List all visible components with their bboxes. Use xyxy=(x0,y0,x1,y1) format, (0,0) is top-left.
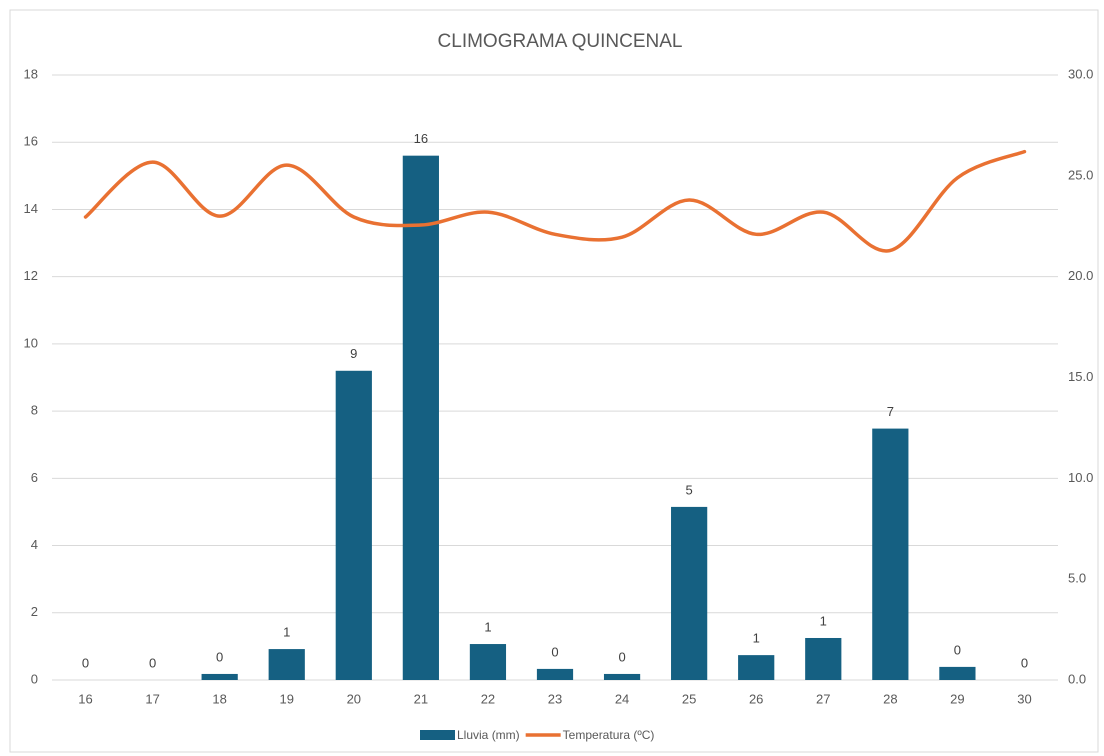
x-tick-label: 27 xyxy=(816,691,830,706)
bar xyxy=(805,637,842,680)
bar xyxy=(872,428,909,680)
x-tick-label: 16 xyxy=(78,691,92,706)
data-label: 1 xyxy=(283,625,290,640)
bar xyxy=(335,370,372,680)
legend-label: Lluvia (mm) xyxy=(457,728,520,742)
x-tick-label: 30 xyxy=(1017,691,1031,706)
x-tick-label: 29 xyxy=(950,691,964,706)
y-tick-label: 12 xyxy=(24,268,38,283)
y-tick-label: 8 xyxy=(31,403,38,418)
y2-tick-label: 5.0 xyxy=(1068,571,1086,586)
y2-tick-label: 20.0 xyxy=(1068,268,1093,283)
line xyxy=(83,149,1027,253)
y2-tick-label: 30.0 xyxy=(1068,66,1093,81)
chart-title: CLIMOGRAMA QUINCENAL xyxy=(438,31,683,52)
data-label: 0 xyxy=(149,655,156,670)
x-tick-label: 21 xyxy=(414,691,428,706)
y-tick-label: 16 xyxy=(24,134,38,149)
y-tick-label: 0 xyxy=(31,671,38,686)
data-label: 9 xyxy=(350,346,357,361)
y-tick-label: 18 xyxy=(24,66,38,81)
bar xyxy=(939,666,976,680)
chart-border xyxy=(9,9,1099,753)
y2-tick-label: 25.0 xyxy=(1068,167,1093,182)
x-tick-label: 23 xyxy=(548,691,562,706)
data-label: 16 xyxy=(414,131,428,146)
data-label: 7 xyxy=(887,404,894,419)
data-label: 1 xyxy=(820,613,827,628)
x-tick-label: 28 xyxy=(883,691,897,706)
bar xyxy=(603,673,641,680)
y-tick-label: 10 xyxy=(24,335,38,350)
bar xyxy=(738,655,775,680)
x-tick-label: 18 xyxy=(212,691,226,706)
x-tick-label: 19 xyxy=(279,691,293,706)
data-label: 1 xyxy=(484,619,491,634)
bar xyxy=(671,506,708,680)
x-tick-label: 22 xyxy=(481,691,495,706)
data-label: 5 xyxy=(686,482,693,497)
bar xyxy=(201,673,238,680)
x-tick-label: 26 xyxy=(749,691,763,706)
bar xyxy=(268,649,305,680)
y2-tick-label: 0.0 xyxy=(1068,671,1086,686)
x-tick-label: 25 xyxy=(682,691,696,706)
y-tick-label: 4 xyxy=(31,537,38,552)
data-label: 0 xyxy=(618,649,625,664)
data-label: 1 xyxy=(753,631,760,646)
y2-tick-label: 10.0 xyxy=(1068,470,1093,485)
data-label: 0 xyxy=(216,649,223,664)
y2-tick-label: 15.0 xyxy=(1068,369,1093,384)
legend-swatch xyxy=(420,730,455,740)
bar xyxy=(469,644,507,680)
y-tick-label: 6 xyxy=(31,470,38,485)
bar xyxy=(536,668,574,680)
bar xyxy=(402,155,439,680)
data-label: 0 xyxy=(551,644,558,659)
x-tick-label: 24 xyxy=(615,691,629,706)
data-label: 0 xyxy=(954,642,961,657)
y-tick-label: 2 xyxy=(31,604,38,619)
y-tick-label: 14 xyxy=(24,201,38,216)
data-label: 0 xyxy=(1021,655,1028,670)
x-tick-label: 17 xyxy=(145,691,159,706)
x-tick-label: 20 xyxy=(347,691,361,706)
data-label: 0 xyxy=(82,655,89,670)
legend-label: Temperatura (ºC) xyxy=(563,728,655,742)
